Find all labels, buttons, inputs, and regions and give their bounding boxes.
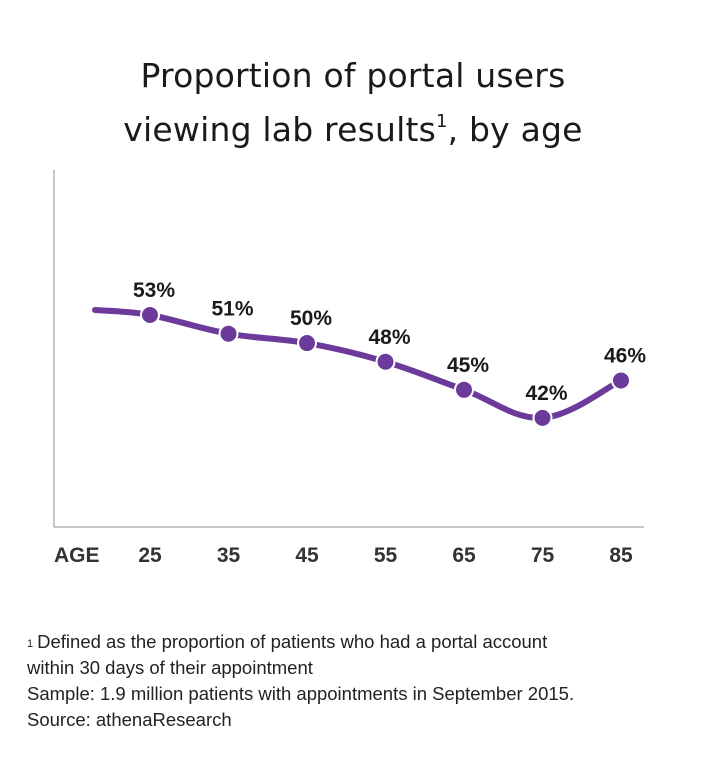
line-chart: AGE 25 35 45 55 65 75 85 53% 51% 50% 48% 45% 42% 46% (53, 170, 646, 567)
footnote-superscript: 1 (27, 638, 34, 650)
data-label: 45% (447, 354, 489, 377)
chart-title-line-2-text: viewing lab results (123, 110, 436, 149)
chart-title-superscript: 1 (436, 111, 448, 132)
data-point (297, 333, 317, 354)
x-tick-label: 45 (295, 544, 319, 567)
footnote-source: Source: athenaResearch (27, 709, 232, 730)
data-labels: 53% 51% 50% 48% 45% 42% 46% (133, 279, 646, 405)
x-tick-label: 55 (374, 544, 398, 567)
x-tick-label: 65 (452, 544, 476, 567)
data-label: 46% (604, 344, 646, 367)
data-label: 48% (368, 326, 410, 349)
data-label: 42% (525, 382, 567, 405)
x-tick-label: 75 (531, 544, 555, 567)
data-point (611, 370, 631, 391)
chart-title-line-2-tail: , by age (447, 110, 583, 149)
data-point (140, 305, 160, 325)
footnote-sample: Sample: 1.9 million patients with appoin… (27, 683, 575, 704)
data-point (454, 379, 474, 400)
data-point (532, 407, 553, 428)
x-tick-label: 25 (138, 544, 162, 567)
footnote-definition: 1 Defined as the proportion of patients w… (27, 629, 687, 655)
x-tick-labels: 25 35 45 55 65 75 85 (138, 544, 633, 567)
chart-title-line-2: viewing lab results1, by age (0, 100, 706, 154)
series-layer (92, 305, 631, 428)
chart-title: Proportion of portal users viewing lab r… (0, 52, 706, 154)
footnote-definition-line-2: within 30 days of their appointment (27, 657, 313, 678)
chart-title-line-1: Proportion of portal users (140, 56, 566, 95)
data-point (375, 351, 396, 372)
data-label: 50% (290, 307, 332, 330)
data-label: 51% (211, 298, 253, 321)
footnotes: 1 Defined as the proportion of patients w… (27, 629, 687, 733)
data-point (218, 323, 239, 344)
x-tick-label: 85 (609, 544, 633, 567)
x-axis-label: AGE (54, 544, 100, 567)
footnote-definition-line-1: Defined as the proportion of patients wh… (37, 631, 548, 652)
x-tick-label: 35 (217, 544, 241, 567)
data-label: 53% (133, 279, 175, 302)
